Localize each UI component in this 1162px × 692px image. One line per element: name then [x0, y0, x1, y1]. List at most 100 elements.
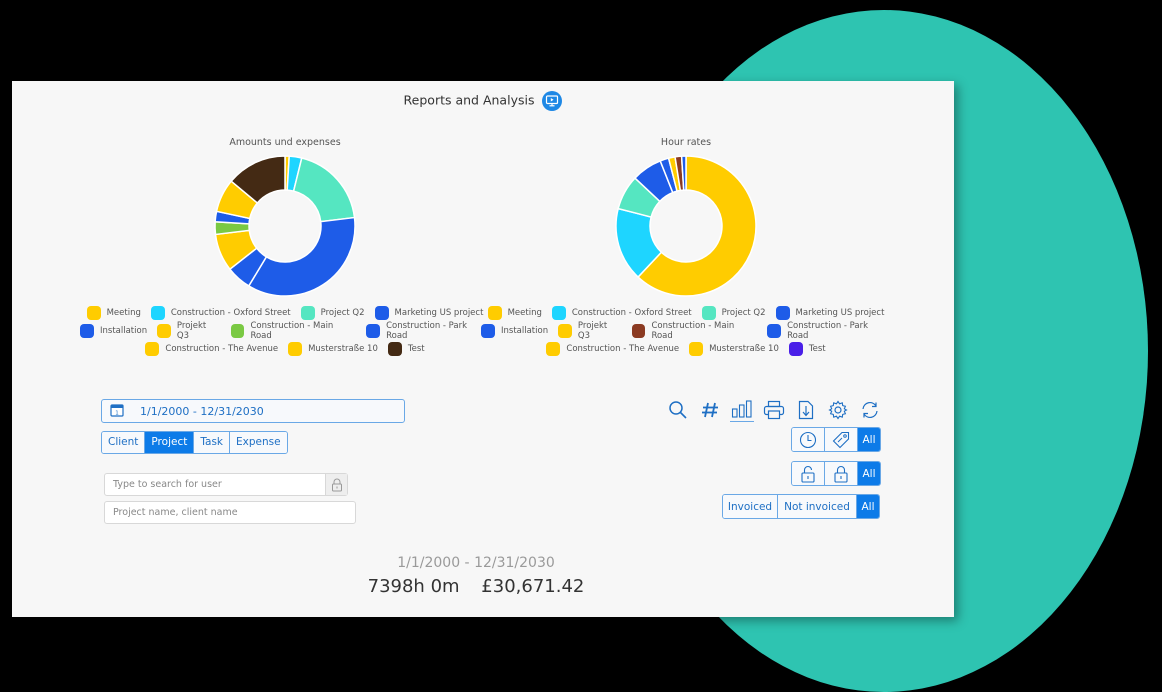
legend-row: Meeting Construction - Oxford Street Proje… — [75, 306, 495, 320]
legend-swatch — [366, 324, 381, 338]
legend-item[interactable]: Test — [788, 342, 826, 356]
legend-swatch — [551, 306, 566, 320]
bar-chart-icon[interactable] — [730, 397, 754, 422]
lock-icon — [834, 465, 848, 483]
legend-swatch — [150, 306, 165, 320]
summary-date-range: 1/1/2000 - 12/31/2030 — [397, 555, 555, 571]
legend-item[interactable]: Construction - The Avenue — [546, 342, 679, 356]
legend-item[interactable]: Marketing US project — [374, 306, 483, 320]
legend-item[interactable]: Installation — [481, 324, 548, 338]
legend-swatch — [689, 342, 704, 356]
legend-item[interactable]: Meeting — [86, 306, 141, 320]
settings-icon[interactable] — [826, 398, 850, 422]
legend-item[interactable]: Construction - Oxford Street — [551, 306, 692, 320]
tab-project[interactable]: Project — [145, 432, 195, 453]
user-search-input[interactable]: Type to search for user — [113, 479, 222, 490]
lock-all-button[interactable]: All — [858, 462, 880, 485]
donut-slice[interactable] — [292, 157, 356, 223]
donut-slice[interactable] — [230, 155, 286, 205]
legend-label: Construction - Oxford Street — [571, 308, 692, 318]
expense-filter-button[interactable] — [825, 428, 858, 451]
lock-icon[interactable] — [325, 474, 347, 495]
calendar-icon: 1 — [110, 402, 124, 421]
refresh-icon[interactable] — [858, 398, 882, 422]
tab-task[interactable]: Task — [194, 432, 231, 453]
legend-swatch — [767, 324, 782, 338]
donut-slice[interactable] — [247, 216, 356, 297]
time-filter-button[interactable] — [792, 428, 825, 451]
legend-item[interactable]: Projekt Q3 — [558, 321, 622, 341]
reports-panel: Reports and Analysis Amounts und expense… — [12, 81, 954, 617]
legend-item[interactable]: Installation — [80, 324, 147, 338]
not-invoiced-button[interactable]: Not invoiced — [778, 495, 857, 518]
legend-swatch — [631, 324, 646, 338]
search-icon[interactable] — [666, 398, 690, 422]
legend-swatch — [374, 306, 389, 320]
legend-swatch — [558, 324, 572, 338]
legend-item[interactable]: Construction - Park Road — [767, 321, 891, 341]
date-range-value: 1/1/2000 - 12/31/2030 — [140, 404, 264, 418]
tab-client[interactable]: Client — [102, 432, 146, 453]
locked-filter-button[interactable] — [825, 462, 858, 485]
legend-label: Construction - The Avenue — [566, 344, 680, 354]
project-search-input[interactable]: Project name, client name — [104, 501, 356, 524]
legend-item[interactable]: Project Q2 — [300, 306, 365, 320]
hours-donut[interactable] — [614, 154, 758, 298]
invoice-all-button[interactable]: All — [857, 495, 879, 518]
legend-item[interactable]: Construction - Oxford Street — [150, 306, 291, 320]
donut-slice[interactable] — [637, 155, 757, 297]
legend-label: Project Q2 — [320, 308, 365, 318]
total-hours: 7398h 0m — [367, 576, 460, 597]
amounts-donut[interactable] — [213, 154, 357, 298]
legend-item[interactable]: Musterstraße 10 — [288, 342, 378, 356]
legend-row: Construction - The Avenue Musterstraße 10… — [75, 342, 495, 356]
date-range-picker[interactable]: 1 1/1/2000 - 12/31/2030 — [101, 399, 405, 423]
type-all-button[interactable]: All — [858, 428, 880, 451]
legend-item[interactable]: Construction - Main Road — [230, 321, 357, 341]
page-header: Reports and Analysis — [12, 90, 954, 111]
svg-text:1: 1 — [115, 410, 119, 416]
entry-type-toggle: All — [791, 427, 881, 452]
legend-label: Construction - Park Road — [787, 321, 869, 341]
legend-item[interactable]: Projekt Q3 — [157, 321, 221, 341]
legend-item[interactable]: Project Q2 — [701, 306, 766, 320]
print-icon[interactable] — [762, 398, 786, 422]
legend-label: Project Q2 — [721, 308, 766, 318]
legend-row: Installation Projekt Q3 Construction - Mai… — [476, 321, 896, 341]
legend-item[interactable]: Musterstraße 10 — [689, 342, 779, 356]
legend-label: Meeting — [106, 308, 141, 318]
invoiced-button[interactable]: Invoiced — [723, 495, 778, 518]
legend-label: Projekt Q3 — [176, 321, 207, 341]
hours-legend: Meeting Construction - Oxford Street Proje… — [476, 306, 896, 356]
legend-item[interactable]: Marketing US project — [775, 306, 884, 320]
clock-icon — [799, 431, 817, 448]
legend-swatch — [80, 324, 94, 338]
donut-slice[interactable] — [680, 155, 687, 191]
legend-row: Meeting Construction - Oxford Street Proje… — [476, 306, 896, 320]
legend-item[interactable]: Test — [387, 342, 425, 356]
hash-icon[interactable] — [698, 398, 722, 422]
monitor-play-icon[interactable] — [542, 90, 563, 111]
legend-swatch — [701, 306, 716, 320]
page-title: Reports and Analysis — [403, 92, 535, 108]
legend-label: Musterstraße 10 — [308, 344, 378, 354]
legend-swatch — [481, 324, 495, 338]
invoice-status-toggle: Invoiced Not invoiced All — [722, 494, 880, 519]
unlocked-filter-button[interactable] — [792, 462, 825, 485]
summary-totals: 7398h 0m £30,671.42 — [12, 576, 940, 597]
hours-chart-title: Hour rates — [660, 137, 712, 148]
legend-item[interactable]: Construction - The Avenue — [145, 342, 278, 356]
report-toolbar — [666, 397, 882, 422]
legend-label: Installation — [100, 326, 148, 336]
legend-item[interactable]: Construction - Park Road — [366, 321, 490, 341]
legend-swatch — [288, 342, 303, 356]
legend-item[interactable]: Meeting — [487, 306, 542, 320]
export-file-icon[interactable] — [794, 398, 818, 422]
amounts-chart-title: Amounts und expenses — [229, 137, 341, 148]
tab-expense[interactable]: Expense — [230, 432, 287, 453]
legend-label: Meeting — [507, 308, 542, 318]
price-tag-icon — [832, 431, 850, 448]
legend-item[interactable]: Construction - Main Road — [631, 321, 758, 341]
legend-swatch — [157, 324, 171, 338]
user-search-group: Type to search for user — [104, 473, 348, 496]
